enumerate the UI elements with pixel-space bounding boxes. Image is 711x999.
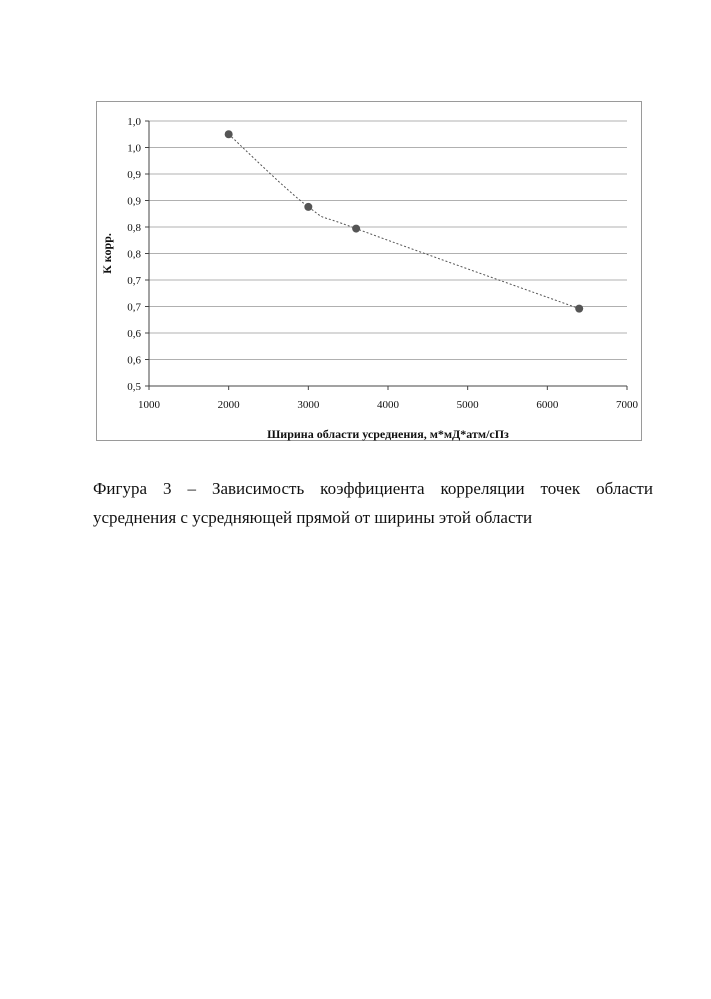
y-tick-label: 1,0 xyxy=(127,116,141,128)
chart-frame: 0,5 0,6 0,6 0,7 0,7 0,8 0,8 0,9 0,9 1,0 1,0 1000 200… xyxy=(96,101,642,441)
y-tick-label: 1,0 xyxy=(127,143,141,155)
y-tick-label: 0,9 xyxy=(127,169,141,181)
caption-line-2: усреднения с усредняющей прямой от ширин… xyxy=(93,503,653,532)
y-axis-label: К корр. xyxy=(100,233,114,274)
x-tick-label: 2000 xyxy=(218,399,241,411)
x-tick-label: 3000 xyxy=(297,399,320,411)
caption-word: Зависимость xyxy=(212,474,304,503)
y-tick-label: 0,8 xyxy=(127,249,141,261)
x-tick-label: 1000 xyxy=(138,399,161,411)
x-axis-label: Ширина области усреднения, м*мД*атм/сПз xyxy=(267,427,509,441)
y-tick-label: 0,8 xyxy=(127,222,141,234)
trend-line xyxy=(229,134,580,308)
y-tick-label: 0,5 xyxy=(127,381,141,393)
data-point xyxy=(352,225,360,233)
data-point xyxy=(225,130,233,138)
x-tick-label: 6000 xyxy=(536,399,559,411)
correlation-chart: 0,5 0,6 0,6 0,7 0,7 0,8 0,8 0,9 0,9 1,0 1,0 1000 200… xyxy=(97,102,643,442)
caption-word: 3 xyxy=(163,474,172,503)
data-point xyxy=(304,203,312,211)
x-tick-label: 4000 xyxy=(377,399,400,411)
caption-word: точек xyxy=(541,474,581,503)
caption-word: корреляции xyxy=(441,474,525,503)
caption-line-1: Фигура 3 – Зависимость коэффициента корр… xyxy=(93,474,653,503)
x-tick-label: 5000 xyxy=(457,399,480,411)
y-tick-label: 0,7 xyxy=(127,302,141,314)
figure-caption: Фигура 3 – Зависимость коэффициента корр… xyxy=(93,474,653,532)
caption-word: Фигура xyxy=(93,474,147,503)
caption-word: области xyxy=(596,474,653,503)
y-tick-label: 0,7 xyxy=(127,275,141,287)
y-tick-label: 0,9 xyxy=(127,196,141,208)
caption-word: – xyxy=(187,474,196,503)
x-tick-label: 7000 xyxy=(616,399,639,411)
y-tick-label: 0,6 xyxy=(127,328,141,340)
y-tick-label: 0,6 xyxy=(127,355,141,367)
data-point xyxy=(575,305,583,313)
caption-word: коэффициента xyxy=(320,474,424,503)
